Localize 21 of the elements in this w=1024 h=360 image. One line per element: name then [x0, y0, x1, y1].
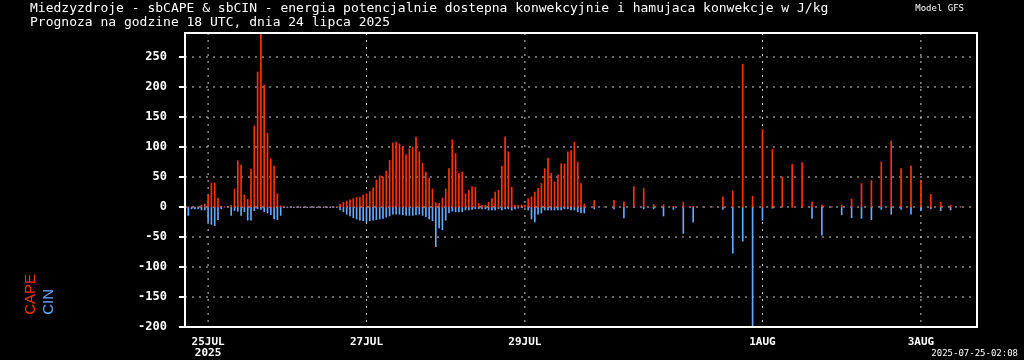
chart-subtitle: Prognoza na godzine 18 UTC, dnia 24 lipca 2025 — [30, 14, 391, 29]
text: CIN — [39, 289, 56, 315]
x-tick-label: 3AUG — [907, 335, 935, 349]
y-tick-label: 200 — [145, 79, 167, 94]
y-tick-label: 50 — [152, 169, 167, 184]
text: 2025-07-25-02:08 — [931, 348, 1018, 358]
y-tick-label: -150 — [138, 289, 167, 304]
y-tick-label: -50 — [145, 229, 167, 244]
y-tick-label: 250 — [145, 49, 167, 64]
x-tick-label: 1AUG — [749, 335, 777, 349]
x-tick-label: 29JUL — [508, 335, 542, 349]
y-tick-label: -100 — [138, 259, 167, 274]
y-tick-label: -200 — [138, 319, 167, 334]
y-tick-label: 150 — [145, 109, 167, 124]
x-tick-label: 27JUL — [349, 335, 384, 349]
text: Model GFS — [915, 3, 964, 13]
y-tick-label: 0 — [159, 199, 167, 214]
chart-title: Miedzyzdroje - sbCAPE & sbCIN - energia potencjalnie dostepna konwekcyjnie i hamujaca konwekcje w J/kg — [30, 0, 829, 15]
x-tick-label: 25JUL 2025 — [191, 335, 226, 360]
text: CAPE — [21, 274, 38, 315]
y-tick-label: 100 — [145, 139, 167, 154]
